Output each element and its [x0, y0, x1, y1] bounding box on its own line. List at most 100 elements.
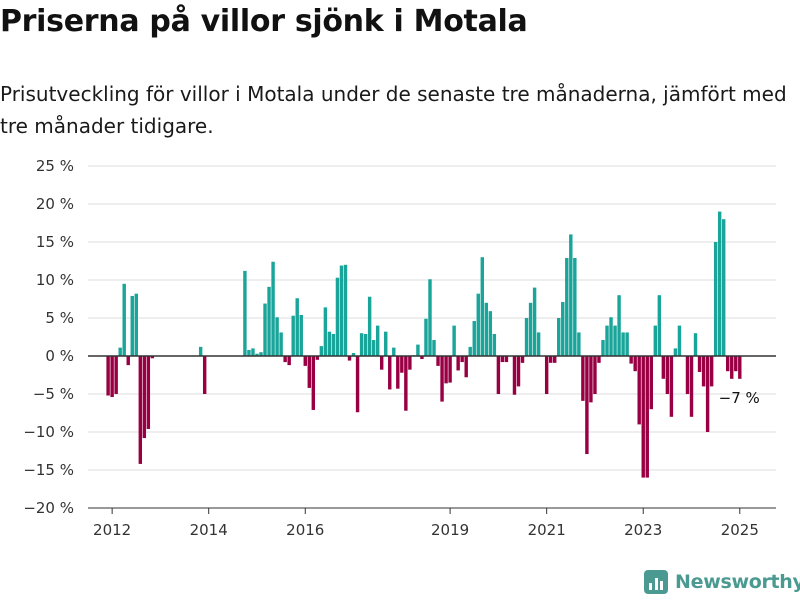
- bar: [384, 331, 388, 356]
- bar: [279, 332, 283, 356]
- bar: [299, 314, 303, 356]
- chart-subtitle: Prisutveckling för villor i Motala under…: [0, 82, 787, 138]
- bar: [496, 356, 501, 394]
- bar: [440, 356, 444, 402]
- bar: [110, 356, 114, 398]
- bar: [396, 356, 400, 389]
- x-tick-label: 2021: [528, 521, 566, 539]
- bar: [275, 317, 279, 356]
- bar: [657, 295, 662, 356]
- bar: [251, 348, 255, 356]
- bar: [355, 356, 360, 413]
- bar: [645, 356, 649, 478]
- bar: [150, 356, 155, 359]
- bar: [617, 295, 621, 356]
- bar: [697, 356, 702, 372]
- bar: [448, 356, 452, 383]
- x-tick-label: 2014: [190, 521, 228, 539]
- bar: [544, 356, 549, 394]
- bar: [134, 293, 138, 356]
- bar: [351, 352, 356, 356]
- bar: [331, 333, 336, 356]
- bar: [255, 353, 259, 356]
- x-tick-label: 2012: [93, 521, 131, 539]
- bar: [323, 307, 328, 356]
- bar: [464, 356, 468, 378]
- bar: [436, 356, 440, 366]
- bar: [717, 211, 722, 356]
- bar: [548, 356, 553, 363]
- bar: [488, 311, 493, 356]
- bar: [259, 352, 263, 356]
- bar-chart-icon: [644, 570, 668, 594]
- bar: [343, 264, 348, 356]
- bar: [126, 356, 130, 366]
- bar: [327, 331, 332, 356]
- bar: [408, 356, 412, 370]
- bar: [130, 295, 134, 356]
- bar: [512, 356, 517, 395]
- bar: [138, 356, 143, 464]
- x-tick-label: 2019: [431, 521, 469, 539]
- bar: [625, 332, 629, 356]
- bar: [532, 287, 537, 356]
- bar: [367, 296, 372, 356]
- bar: [557, 318, 561, 356]
- bar: [416, 344, 420, 356]
- bar: [375, 325, 380, 356]
- bar: [122, 283, 126, 356]
- bar: [561, 302, 565, 356]
- bar: [359, 333, 364, 356]
- bar: [335, 277, 340, 356]
- bar: [613, 325, 617, 356]
- bar: [730, 356, 734, 379]
- y-tick-label: 15 %: [36, 233, 74, 251]
- data-annotation: −7 %: [719, 389, 760, 407]
- bar: [565, 257, 569, 356]
- bar: [202, 356, 207, 394]
- y-tick-label: 10 %: [36, 271, 74, 289]
- bar: [685, 356, 690, 394]
- bar: [247, 349, 251, 356]
- bar: [500, 356, 505, 363]
- bar: [677, 325, 682, 356]
- bar: [709, 356, 714, 387]
- bar: [581, 356, 585, 401]
- bar: [291, 315, 295, 356]
- bar: [118, 347, 122, 356]
- bar: [705, 356, 710, 432]
- bar: [114, 356, 118, 394]
- bar: [589, 356, 593, 403]
- bar: [388, 356, 392, 390]
- bar: [319, 346, 324, 356]
- y-tick-label: −10 %: [23, 423, 74, 441]
- bar: [432, 340, 436, 356]
- bar: [669, 356, 674, 417]
- bar: [536, 332, 541, 356]
- x-tick-label: 2025: [721, 521, 759, 539]
- bar: [339, 265, 344, 356]
- bar: [315, 356, 320, 360]
- x-tick-label: 2016: [286, 521, 324, 539]
- bar: [573, 257, 577, 356]
- bar: [713, 242, 718, 356]
- bar: [371, 340, 376, 356]
- bar: [516, 356, 521, 387]
- bar: [400, 356, 404, 373]
- bar: [444, 356, 448, 384]
- bar: [456, 356, 460, 371]
- bar: [295, 298, 299, 356]
- bar: [597, 356, 601, 363]
- bar: [363, 333, 368, 356]
- bar: [738, 356, 742, 379]
- bar: [721, 219, 726, 356]
- bar: [480, 257, 485, 356]
- bar: [476, 293, 480, 356]
- bar: [734, 356, 738, 372]
- bar: [452, 325, 456, 356]
- bar: [633, 356, 637, 372]
- bar: [701, 356, 706, 387]
- bar: [392, 347, 396, 356]
- bar: [106, 356, 110, 396]
- bar: [492, 333, 497, 356]
